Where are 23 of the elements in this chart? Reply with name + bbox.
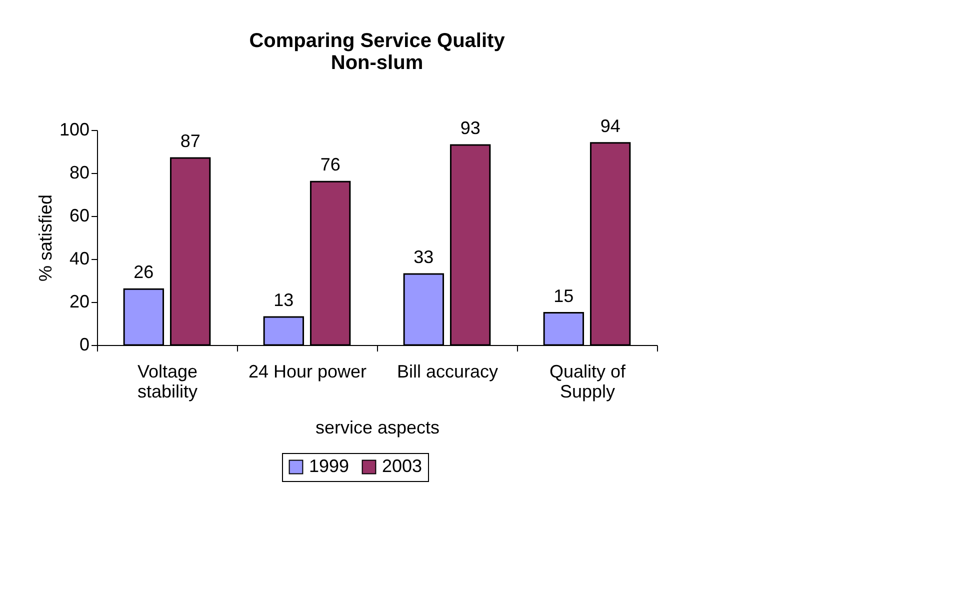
x-tick-label: Voltage stability bbox=[137, 362, 198, 402]
legend-label: 2003 bbox=[382, 456, 422, 476]
data-label: 26 bbox=[134, 262, 154, 282]
x-axis-title: service aspects bbox=[315, 418, 440, 438]
chart-title: Comparing Service Quality Non-slum bbox=[249, 30, 506, 74]
y-axis-title: % satisfied bbox=[35, 194, 56, 282]
data-label: 87 bbox=[180, 130, 200, 151]
x-tick-label: 24 Hour power bbox=[248, 362, 367, 382]
data-label: 93 bbox=[460, 118, 480, 138]
legend-label: 1999 bbox=[309, 456, 350, 476]
y-tick-label: 100 bbox=[59, 120, 90, 140]
y-tick-label: 80 bbox=[69, 162, 90, 182]
y-tick-label: 20 bbox=[69, 292, 90, 312]
y-tick-label: 60 bbox=[69, 206, 90, 226]
data-label: 76 bbox=[320, 154, 340, 175]
y-tick-label: 40 bbox=[69, 248, 90, 268]
x-tick-label: Bill accuracy bbox=[396, 362, 498, 382]
x-tick-label: Quality of Supply bbox=[549, 362, 627, 402]
data-label: 94 bbox=[600, 116, 620, 136]
data-label: 33 bbox=[414, 247, 434, 268]
data-label: 13 bbox=[274, 290, 294, 310]
data-label: 15 bbox=[554, 286, 574, 306]
y-tick-label: 0 bbox=[79, 334, 90, 354]
